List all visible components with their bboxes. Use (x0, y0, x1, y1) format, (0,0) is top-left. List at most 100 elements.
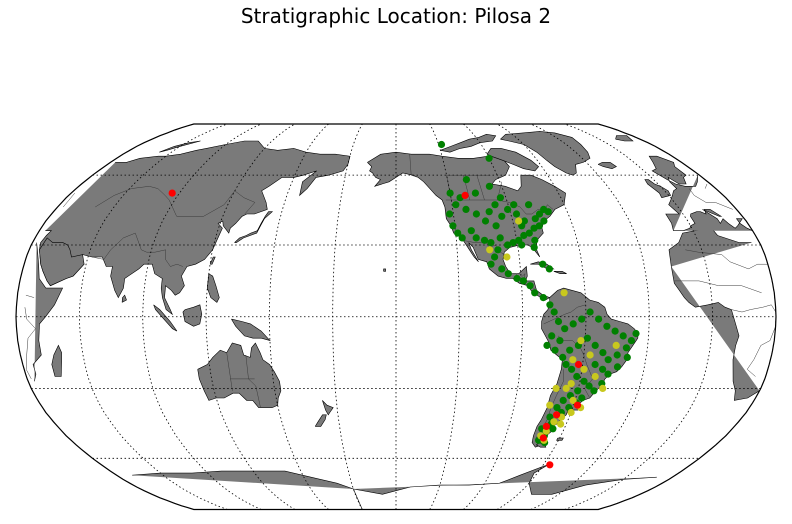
green-locality-marker (561, 325, 569, 333)
red-locality-marker (542, 422, 551, 430)
green-locality-marker (519, 277, 528, 285)
green-locality-marker (452, 201, 460, 209)
landmass-novaya-zemlya (159, 140, 201, 153)
landmass-hawaii (383, 268, 386, 272)
green-locality-marker (613, 351, 621, 359)
green-locality-marker (551, 346, 559, 354)
green-locality-marker (520, 231, 528, 240)
green-locality-marker (526, 282, 534, 290)
green-locality-marker (481, 217, 490, 225)
green-locality-marker (518, 241, 526, 249)
green-locality-marker (548, 332, 556, 340)
yellow-locality-marker (546, 401, 554, 409)
green-locality-marker (530, 243, 538, 251)
landmass-britain (644, 179, 672, 198)
red-locality-marker (574, 360, 583, 369)
meridian-line (530, 124, 650, 510)
border-africa-east (24, 307, 36, 380)
fossil-localities (168, 140, 640, 469)
green-locality-marker (583, 334, 592, 342)
meridian-line (429, 124, 460, 510)
green-locality-marker (562, 360, 570, 369)
green-locality-marker (525, 201, 533, 209)
green-locality-marker (603, 322, 611, 330)
green-locality-marker (485, 154, 493, 162)
green-locality-marker (613, 363, 622, 371)
green-locality-marker (458, 234, 466, 242)
green-locality-marker (611, 327, 619, 335)
green-locality-marker (487, 239, 495, 247)
yellow-locality-marker (486, 246, 494, 254)
yellow-locality-marker (560, 289, 568, 297)
green-locality-marker (492, 222, 500, 230)
yellow-locality-marker (567, 380, 575, 388)
green-locality-marker (599, 349, 607, 357)
green-locality-marker (437, 140, 446, 149)
yellow-locality-marker (503, 253, 511, 261)
green-locality-marker (525, 229, 533, 237)
green-locality-marker (559, 353, 567, 361)
landmass-sri-lanka (121, 294, 127, 303)
green-locality-marker (480, 236, 489, 244)
red-locality-marker (461, 191, 469, 199)
green-locality-marker (585, 382, 593, 390)
meridian-line (78, 124, 228, 510)
green-locality-marker (539, 260, 547, 268)
red-locality-marker (546, 461, 554, 469)
landmass-svalbard (615, 135, 634, 142)
red-locality-marker (573, 401, 582, 409)
yellow-locality-marker (515, 217, 523, 225)
meridian-line (142, 124, 262, 510)
green-locality-marker (513, 274, 521, 283)
meridian-line (564, 124, 714, 510)
green-locality-marker (549, 425, 557, 433)
yellow-locality-marker (577, 337, 585, 345)
green-locality-marker (591, 360, 599, 369)
green-locality-marker (504, 205, 512, 213)
landmass-madagascar (51, 344, 62, 377)
green-locality-marker (462, 176, 470, 184)
green-locality-marker (556, 337, 564, 345)
green-locality-marker (487, 260, 495, 268)
border-africa-sahel (25, 280, 762, 298)
landmass-philippines (206, 273, 220, 303)
green-locality-marker (531, 215, 539, 223)
green-locality-marker (627, 337, 636, 345)
border-canada-provinces (446, 174, 502, 201)
green-locality-marker (509, 239, 517, 247)
landmass-hispaniola (553, 271, 567, 274)
green-locality-marker (574, 387, 582, 395)
green-locality-marker (591, 341, 599, 349)
landmass-japan (234, 211, 274, 243)
green-locality-marker (535, 210, 544, 218)
landmass-greenland (500, 131, 591, 176)
green-locality-marker (632, 329, 640, 338)
landmass-australia (197, 342, 282, 408)
green-locality-marker (472, 210, 480, 218)
green-locality-marker (535, 222, 543, 230)
border-australia-states (226, 352, 261, 408)
green-locality-marker (599, 365, 607, 373)
green-locality-marker (485, 182, 493, 190)
green-locality-marker (544, 208, 552, 216)
border-india (91, 232, 166, 260)
green-locality-marker (566, 346, 574, 354)
green-locality-marker (604, 356, 612, 364)
yellow-locality-marker (550, 418, 558, 426)
green-locality-marker (546, 413, 554, 421)
landmass-sumatra (153, 304, 178, 332)
green-locality-marker (580, 377, 588, 385)
landmass-taiwan (209, 256, 216, 265)
yellow-locality-marker (567, 408, 575, 417)
landmass-new-guinea (231, 318, 271, 342)
green-locality-marker (454, 229, 462, 237)
landmass-new-zealand (314, 414, 327, 427)
landmass-iceland (597, 162, 618, 170)
landmass-falklands (556, 437, 564, 441)
green-locality-marker (472, 234, 480, 242)
border-alaska (409, 154, 419, 178)
green-locality-marker (622, 344, 631, 352)
green-locality-marker (449, 222, 457, 230)
green-locality-marker (569, 320, 577, 328)
